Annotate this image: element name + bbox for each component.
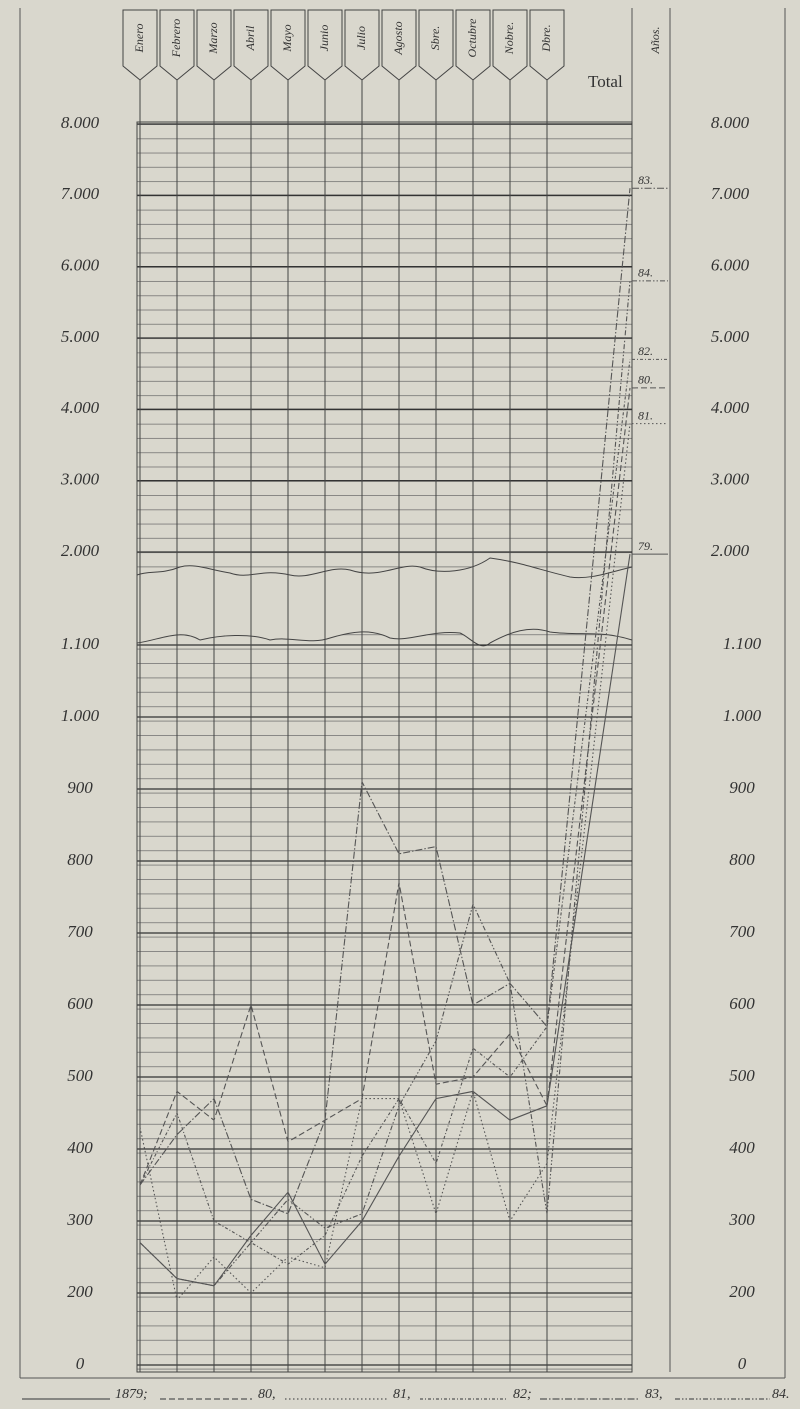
- total-label: 84.: [638, 266, 653, 280]
- y-tick-label-right: 200: [729, 1282, 755, 1301]
- y-tick-label-right: 700: [729, 922, 755, 941]
- y2-tick-label: 6.000: [61, 256, 100, 275]
- y-tick-label-right: 1.000: [723, 706, 762, 725]
- years-header: Años.: [648, 27, 662, 55]
- total-label: 79.: [638, 539, 653, 553]
- x-tick-label: Dbre.: [539, 24, 553, 52]
- total-line: [546, 554, 631, 1106]
- month-tab: [270, 9, 306, 81]
- month-tab: [344, 9, 380, 81]
- series-line: [139, 902, 548, 1287]
- y2-tick-label-right: 7.000: [711, 184, 750, 203]
- total-line: [546, 188, 631, 1027]
- y-tick-label: 600: [67, 994, 93, 1013]
- total-line: [546, 423, 631, 1164]
- x-tick-label: Marzo: [206, 22, 220, 54]
- legend-label: 82;: [513, 1387, 532, 1402]
- total-line: [546, 359, 631, 1027]
- total-label: 81.: [638, 408, 653, 422]
- y-tick-label-right: 400: [729, 1138, 755, 1157]
- lower-panel: [136, 628, 633, 1373]
- total-label: 82.: [638, 344, 653, 358]
- y-tick-label-right: 300: [728, 1210, 755, 1229]
- total-label: 83.: [638, 173, 653, 187]
- y-tick-label: 800: [67, 850, 93, 869]
- month-tab: [381, 9, 417, 81]
- month-tab: [418, 9, 454, 81]
- y2-tick-label-right: 8.000: [711, 113, 750, 132]
- y-tick-label-right: 900: [729, 778, 755, 797]
- legend-label: 80,: [258, 1387, 276, 1402]
- month-tab: [233, 9, 269, 81]
- y-tick-label-right: 600: [729, 994, 755, 1013]
- y-tick-label-right: 0: [738, 1354, 747, 1373]
- y-tick-label: 500: [67, 1066, 93, 1085]
- x-tick-label: Febrero: [169, 19, 183, 58]
- series-line: [139, 1026, 548, 1265]
- x-tick-label: Abril: [243, 25, 257, 51]
- y-tick-label: 0: [76, 1354, 85, 1373]
- legend-label: 84.: [772, 1387, 790, 1402]
- x-tick-label: Enero: [132, 24, 146, 54]
- month-tab: [159, 9, 195, 81]
- y2-tick-label: 4.000: [61, 398, 100, 417]
- month-tab: [122, 9, 158, 81]
- month-tab: [307, 9, 343, 81]
- y2-tick-label-right: 5.000: [711, 327, 750, 346]
- month-tab: [455, 9, 491, 81]
- legend-label: 1879;: [115, 1387, 148, 1402]
- total-label: 80.: [638, 373, 653, 387]
- total-header: Total: [588, 72, 623, 91]
- y-tick-label: 1.100: [61, 634, 100, 653]
- y-tick-label: 700: [67, 922, 93, 941]
- y-tick-label: 900: [67, 778, 93, 797]
- upper-panel: [136, 121, 633, 579]
- x-tick-label: Octubre: [465, 18, 479, 58]
- x-tick-label: Julio: [354, 26, 368, 50]
- y2-tick-label-right: 2.000: [711, 541, 750, 560]
- x-tick-label: Sbre.: [428, 26, 442, 51]
- series-line: [139, 779, 548, 1215]
- y2-tick-label-right: 3.000: [710, 470, 750, 489]
- series-line: [139, 882, 548, 1186]
- y2-tick-label: 8.000: [61, 113, 100, 132]
- month-tab: [492, 9, 528, 81]
- y-tick-label-right: 1.100: [723, 634, 762, 653]
- month-tab: [196, 9, 232, 81]
- y-tick-label: 300: [66, 1210, 93, 1229]
- y-tick-label-right: 500: [729, 1066, 755, 1085]
- legend-label: 81,: [393, 1387, 411, 1402]
- y-tick-label: 400: [67, 1138, 93, 1157]
- month-tab: [529, 9, 565, 81]
- legend-label: 83,: [645, 1387, 663, 1402]
- y-tick-label-right: 800: [729, 850, 755, 869]
- series-line: [139, 1089, 548, 1302]
- y2-tick-label: 5.000: [61, 327, 100, 346]
- y2-tick-label: 7.000: [61, 184, 100, 203]
- y2-tick-label-right: 4.000: [711, 398, 750, 417]
- y2-tick-label: 3.000: [60, 470, 100, 489]
- series-line: [139, 1090, 548, 1287]
- y-tick-label: 200: [67, 1282, 93, 1301]
- y2-tick-label-right: 6.000: [711, 256, 750, 275]
- x-tick-label: Agosto: [391, 21, 405, 55]
- x-tick-label: Mayo: [280, 24, 294, 52]
- total-line: [546, 387, 631, 1106]
- y-tick-label: 1.000: [61, 706, 100, 725]
- x-tick-label: Nobre.: [502, 22, 516, 56]
- y2-tick-label: 2.000: [61, 541, 100, 560]
- total-line: [546, 280, 631, 1214]
- x-tick-label: Junio: [317, 25, 331, 52]
